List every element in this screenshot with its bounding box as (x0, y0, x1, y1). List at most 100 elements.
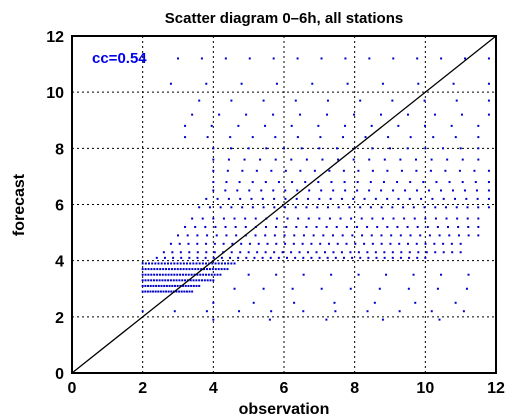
scatter-point (296, 136, 299, 139)
scatter-point (390, 234, 393, 237)
scatter-point (253, 256, 256, 259)
scatter-point (199, 273, 202, 276)
scatter-point (170, 273, 173, 276)
scatter-point (167, 262, 170, 265)
scatter-point (198, 284, 201, 287)
scatter-point (298, 251, 301, 254)
scatter-point (487, 99, 490, 102)
scatter-point (195, 284, 198, 287)
scatter-point (212, 169, 215, 172)
scatter-point (198, 206, 201, 209)
scatter-point (320, 189, 323, 192)
scatter-point (438, 234, 441, 237)
scatter-point (155, 284, 158, 287)
scatter-point (376, 225, 379, 228)
scatter-point (204, 256, 207, 259)
scatter-point (409, 136, 412, 139)
scatter-point (291, 287, 294, 290)
scatter-point (284, 197, 287, 200)
scatter-point (332, 251, 335, 254)
scatter-point (456, 217, 459, 220)
scatter-point (191, 268, 194, 271)
scatter-point (398, 242, 401, 245)
scatter-point (207, 273, 210, 276)
scatter-point (422, 181, 425, 184)
scatter-point (344, 124, 347, 127)
scatter-point (477, 225, 480, 228)
scatter-point (227, 197, 230, 200)
scatter-point (348, 206, 351, 209)
scatter-point (193, 273, 196, 276)
scatter-point (148, 262, 151, 265)
scatter-point (216, 273, 219, 276)
scatter-point (487, 206, 490, 209)
scatter-point (423, 99, 426, 102)
scatter-point (177, 234, 179, 237)
scatter-point (168, 284, 171, 287)
scatter-point (415, 242, 418, 245)
scatter-point (412, 273, 415, 276)
scatter-point (191, 290, 194, 293)
scatter-point (310, 242, 313, 245)
scatter-point (325, 318, 328, 321)
scatter-point (387, 136, 390, 139)
scatter-point (383, 158, 386, 161)
scatter-point (201, 279, 204, 282)
scatter-point (337, 158, 340, 161)
scatter-point (222, 242, 225, 245)
scatter-point (191, 217, 194, 220)
scatter-point (241, 169, 244, 172)
scatter-point (371, 147, 374, 150)
scatter-point (346, 82, 349, 85)
scatter-point (332, 234, 335, 237)
scatter-point (357, 251, 360, 254)
scatter-point (275, 273, 278, 276)
scatter-point (182, 284, 185, 287)
scatter-point (392, 217, 395, 220)
scatter-point (284, 242, 287, 245)
scatter-point (239, 251, 242, 254)
scatter-point (330, 273, 333, 276)
reference-diagonal-line (71, 35, 497, 374)
scatter-point (141, 279, 144, 282)
scatter-point (212, 147, 215, 150)
scatter-point (170, 268, 173, 271)
scatter-point (206, 136, 209, 139)
scatter-point (224, 189, 227, 192)
scatter-point (341, 234, 344, 237)
scatter-point (416, 225, 419, 228)
scatter-point (305, 206, 308, 209)
scatter-point (184, 124, 187, 127)
scatter-point (175, 279, 178, 282)
scatter-point (184, 136, 187, 139)
scatter-point (244, 225, 247, 228)
scatter-point (359, 206, 362, 209)
scatter-point (318, 197, 321, 200)
scatter-point (205, 310, 208, 313)
scatter-point (229, 136, 232, 139)
scatter-point (296, 189, 299, 192)
scatter-point (205, 262, 208, 265)
scatter-point (380, 113, 383, 116)
scatter-point (343, 181, 346, 184)
scatter-point (398, 310, 401, 313)
scatter-point (222, 217, 225, 220)
scatter-point (230, 262, 233, 265)
scatter-point (181, 279, 184, 282)
scatter-point (208, 268, 211, 271)
scatter-point (141, 268, 144, 271)
scatter-point (451, 251, 454, 254)
scatter-point (487, 189, 490, 192)
scatter-point (466, 217, 469, 220)
scatter-point (371, 242, 374, 245)
scatter-point (293, 301, 296, 304)
scatter-point (352, 158, 355, 161)
scatter-point (266, 242, 269, 245)
scatter-point (169, 82, 172, 85)
scatter-point (354, 242, 357, 245)
scatter-point (353, 113, 356, 116)
scatter-point (442, 147, 444, 150)
scatter-point (156, 268, 159, 271)
scatter-point (144, 279, 147, 282)
scatter-point (419, 234, 422, 237)
